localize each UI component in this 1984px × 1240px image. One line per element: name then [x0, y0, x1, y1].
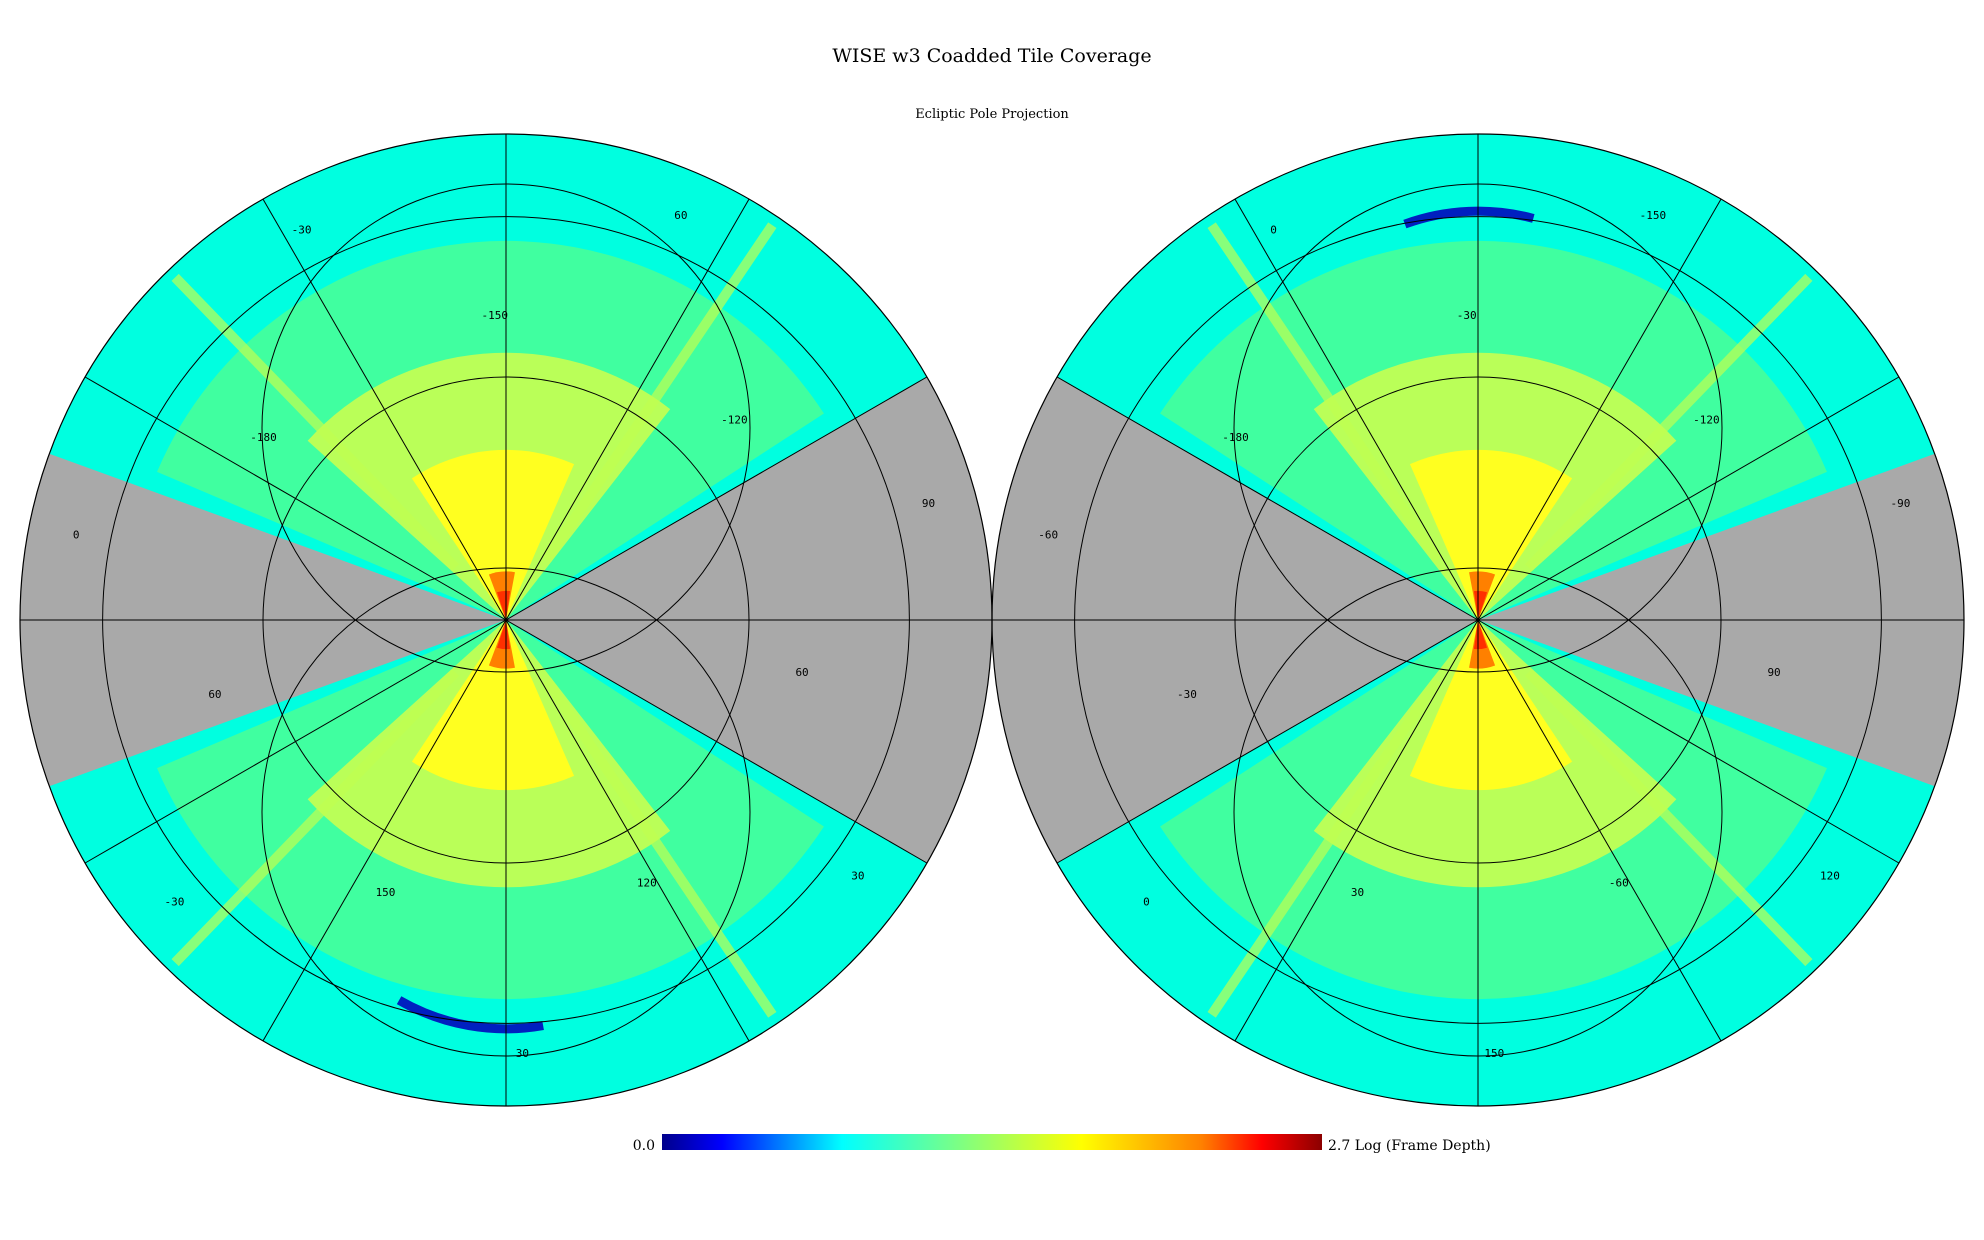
meridian-line — [84, 376, 507, 621]
meridian-line — [1234, 198, 1479, 621]
coverage-max-band — [496, 620, 511, 650]
meridian-line — [1056, 619, 1479, 864]
coverage-peak-band — [1409, 449, 1573, 620]
scan-streak — [1525, 668, 1813, 967]
grid-label: 60 — [674, 209, 687, 222]
meridian-line — [262, 198, 507, 621]
coverage-wedge-north — [1057, 134, 1935, 620]
meridian-line — [505, 619, 928, 864]
grid-label: 60 — [208, 688, 221, 701]
grid-label: -180 — [1222, 431, 1249, 444]
low-coverage-arc — [1403, 206, 1535, 229]
coverage-wedge-south — [1057, 620, 1935, 1106]
meridian-line — [262, 619, 507, 1042]
chart-title: WISE w3 Coadded Tile Coverage — [832, 45, 1151, 67]
grid-label: -30 — [165, 895, 185, 908]
coverage-peak-band — [411, 449, 575, 620]
meridian-line — [1234, 619, 1479, 1042]
meridian-line — [1056, 376, 1479, 621]
grid-label: 120 — [637, 876, 657, 889]
coverage-wedge-north — [49, 134, 927, 621]
left-hemisphere — [20, 134, 992, 1106]
grid-label: 150 — [376, 886, 396, 899]
scan-streak — [1207, 222, 1442, 563]
low-coverage-arc — [396, 996, 544, 1034]
coverage-max-band — [496, 590, 511, 620]
scan-streak — [542, 677, 777, 1018]
chart-subtitle: Ecliptic Pole Projection — [915, 107, 1069, 122]
meridian-line — [1477, 619, 1722, 1042]
left-grid: 90 -120 60 -150 -30 -180 0 60 -30 150 30 120 30 60 — [19, 133, 993, 1107]
grid-label: 90 — [922, 497, 935, 510]
grid-label: -150 — [1640, 209, 1667, 222]
colorbar — [662, 1134, 1322, 1150]
grid-label: 90 — [1767, 666, 1780, 679]
grid-label: -60 — [1609, 876, 1629, 889]
grid-label: -150 — [481, 309, 508, 322]
grid-label: 30 — [516, 1047, 529, 1060]
meridian-line — [505, 198, 750, 621]
grid-label: 0 — [73, 529, 80, 542]
scan-streak — [542, 222, 777, 563]
meridian-line — [1477, 198, 1722, 621]
grid-label: -180 — [250, 431, 277, 444]
grid-label: 150 — [1484, 1047, 1504, 1060]
grid-label: 60 — [795, 666, 808, 679]
grid-label: -120 — [1693, 413, 1720, 426]
scan-streak — [1207, 677, 1442, 1018]
meridian-line — [1477, 619, 1900, 864]
scan-streak — [171, 668, 459, 967]
meridian-line — [505, 376, 928, 621]
grid-label: 30 — [851, 870, 864, 883]
grid-label: -90 — [1891, 497, 1911, 510]
grid-label: -60 — [1038, 529, 1058, 542]
grid-label: -30 — [1457, 309, 1477, 322]
coverage-peak-band — [1409, 620, 1573, 791]
right-grid: -90 -120 -150 -30 0 -180 -60 -30 0 30 150 -60 120 90 — [991, 133, 1965, 1107]
colorbar-min-label: 0.0 — [633, 1138, 655, 1154]
grid-label: 120 — [1820, 870, 1840, 883]
scan-streak — [171, 273, 459, 572]
coverage-max-band — [1473, 620, 1488, 650]
grid-label: 0 — [1270, 223, 1277, 236]
scan-streak — [1525, 273, 1813, 572]
grid-label: 30 — [1351, 886, 1364, 899]
grid-label: -30 — [292, 223, 312, 236]
meridian-line — [505, 619, 750, 1042]
coverage-max-band — [1473, 590, 1488, 620]
meridian-line — [1477, 376, 1900, 621]
grid-label: -120 — [721, 413, 748, 426]
coverage-wedge-south — [49, 620, 927, 1106]
coverage-peak-band — [411, 620, 575, 791]
colorbar-max-label: 2.7 Log (Frame Depth) — [1328, 1138, 1491, 1154]
grid-label: 0 — [1143, 895, 1150, 908]
meridian-line — [84, 619, 507, 864]
grid-label: -30 — [1177, 688, 1197, 701]
